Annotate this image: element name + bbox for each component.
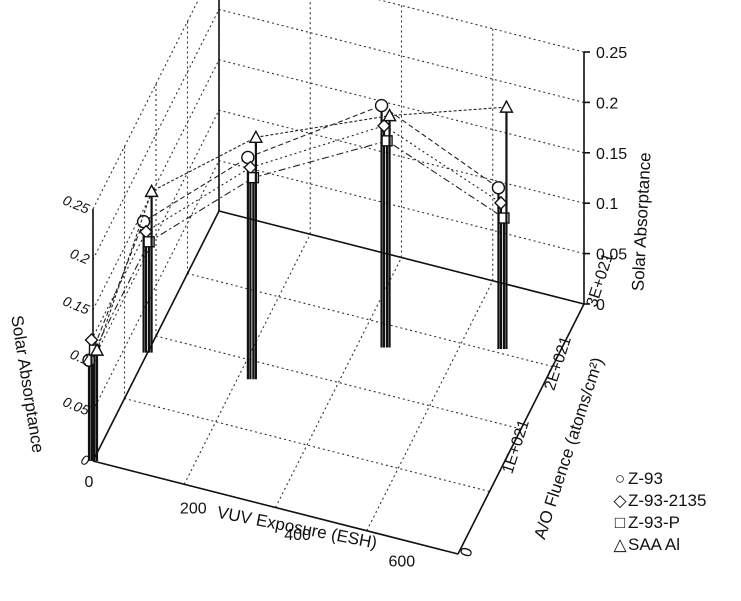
- z-tick-label: 0.1: [596, 196, 618, 213]
- diamond-marker-icon: ◇: [613, 491, 627, 510]
- legend: ○ Z-93 ◇Z-93-2135 □ Z-93-P △SAA Al: [612, 468, 741, 556]
- circle-marker-icon: ○: [614, 469, 626, 488]
- z-left-tick-label: 0.05: [61, 393, 92, 418]
- y-tick-label: 3E+021: [584, 251, 617, 309]
- data-point-square: [381, 135, 393, 147]
- data-point-triangle: [144, 183, 159, 198]
- x-tick-label: 0: [85, 474, 94, 491]
- data-point-square: [247, 171, 260, 184]
- grid-line: [275, 257, 402, 508]
- data-point-triangle: [248, 129, 264, 144]
- grid-line: [183, 234, 311, 485]
- legend-label: Z-93-2135: [628, 491, 707, 510]
- z-tick-label: 0.05: [596, 247, 627, 264]
- data-point-square: [498, 212, 510, 224]
- box-edge: [92, 210, 220, 462]
- grid-line: [92, 59, 220, 311]
- y-axis-label: A/O Fluence (atoms/cm²): [530, 355, 607, 541]
- grid-line: [92, 9, 220, 260]
- square-marker-icon: □: [614, 513, 626, 532]
- z-left-tick-label: 0.2: [68, 245, 92, 267]
- legend-item: ○ Z-93: [612, 468, 741, 490]
- z-tick-label: 0.25: [596, 45, 627, 62]
- data-point-square: [143, 236, 155, 248]
- x-tick-label: 600: [389, 554, 416, 571]
- legend-item: ◇Z-93-2135: [612, 490, 741, 512]
- data-point-circle: [241, 150, 255, 165]
- data-point-triangle: [89, 342, 105, 356]
- y-tick-label: 2E+021: [542, 334, 575, 392]
- grid-line: [155, 335, 522, 430]
- legend-item: △SAA Al: [612, 534, 741, 556]
- series-line: [91, 125, 502, 341]
- z-left-tick-label: 0.25: [61, 192, 92, 217]
- grid-line: [92, 0, 199, 210]
- data-point-triangle: [499, 99, 514, 113]
- z-tick-label: 0: [596, 297, 605, 314]
- y-tick-label: 0: [458, 545, 477, 559]
- grid-line: [124, 397, 490, 493]
- data-point-diamond: [493, 195, 508, 210]
- x-tick-label: 400: [284, 527, 311, 544]
- z-left-tick-label: 0.15: [61, 293, 92, 318]
- data-point-circle: [374, 98, 389, 113]
- box-edge: [218, 210, 585, 305]
- grid-line: [92, 160, 220, 411]
- data-point-triangle: [382, 108, 397, 122]
- z-left-tick-label: 0.1: [68, 346, 92, 368]
- z-tick-label: 0.15: [596, 146, 627, 163]
- x-tick-label: 200: [180, 501, 207, 518]
- data-point-circle: [491, 181, 506, 195]
- legend-label: SAA Al: [628, 535, 680, 554]
- z-axis-label-left: Solar Absorptance: [7, 314, 47, 454]
- legend-item: □ Z-93-P: [612, 512, 741, 534]
- x-axis-line: [92, 460, 459, 555]
- data-point-diamond: [377, 118, 392, 133]
- y-axis-line: [457, 303, 585, 555]
- triangle-marker-icon: △: [613, 535, 627, 554]
- y-tick-label: 1E+021: [500, 418, 533, 476]
- z-axis-label-right: Solar Absorptance: [628, 152, 654, 292]
- series-line: [96, 106, 507, 351]
- legend-label: Z-93: [628, 469, 663, 488]
- grid-line: [92, 109, 220, 361]
- legend-label: Z-93-P: [628, 513, 680, 532]
- grid-line: [366, 280, 494, 531]
- z-tick-label: 0.2: [596, 95, 618, 112]
